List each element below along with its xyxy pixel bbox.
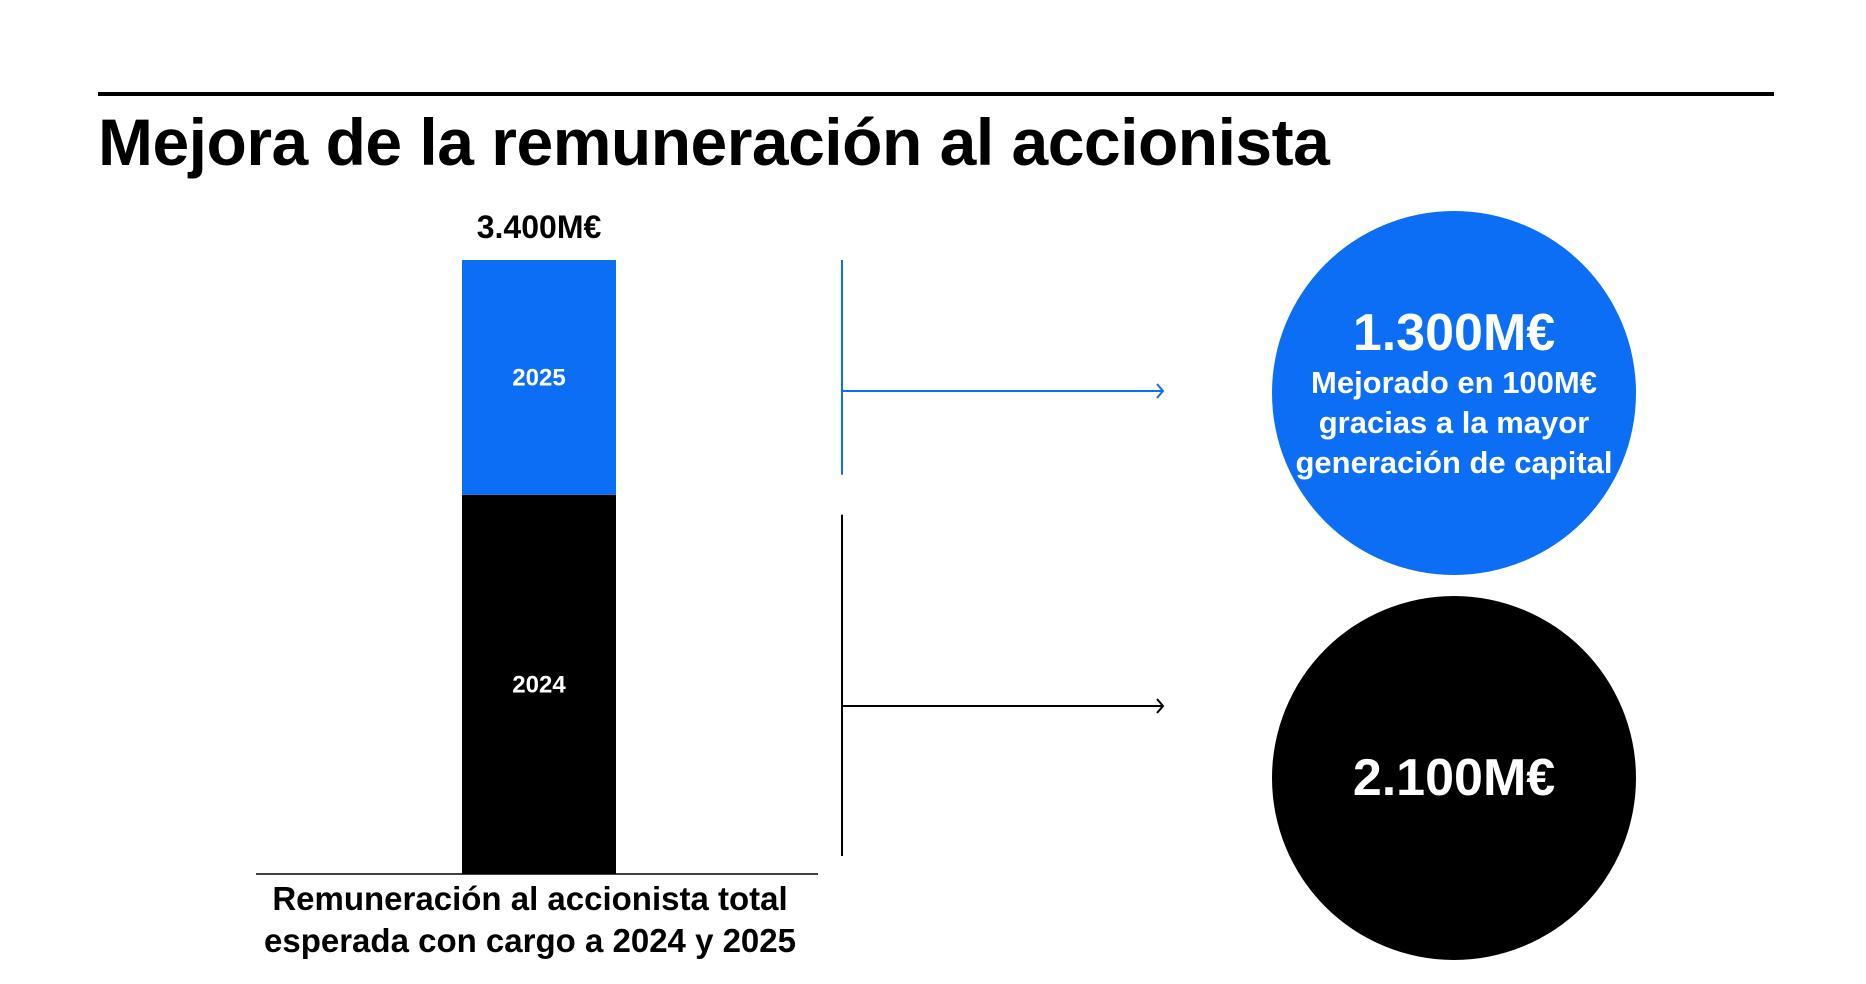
callout-value-2025: 1.300M€ (1352, 304, 1556, 362)
callout-circle-2025: 1.300M€ Mejorado en 100M€ gracias a la m… (1272, 211, 1636, 575)
callout-value-2024: 2.100M€ (1352, 749, 1556, 807)
page-title: Mejora de la remuneración al accionista (98, 105, 1330, 179)
arrow-head-2025 (1156, 383, 1165, 399)
bar-segment-label-2024: 2024 (512, 671, 566, 698)
bar-segment-2024 (462, 494, 616, 874)
bar-segment-2025 (462, 260, 616, 495)
x-axis-label: Remuneración al accionista total esperad… (264, 880, 796, 959)
callout-circle-2024: 2.100M€ (1272, 596, 1636, 960)
arrow-head-2024 (1156, 698, 1165, 714)
top-rule (98, 92, 1774, 96)
bar-total-label: 3.400M€ (477, 209, 602, 245)
bar-segment-label-2025: 2025 (512, 364, 565, 391)
callout-note-2025: Mejorado en 100M€ gracias a la mayor gen… (1295, 365, 1613, 480)
